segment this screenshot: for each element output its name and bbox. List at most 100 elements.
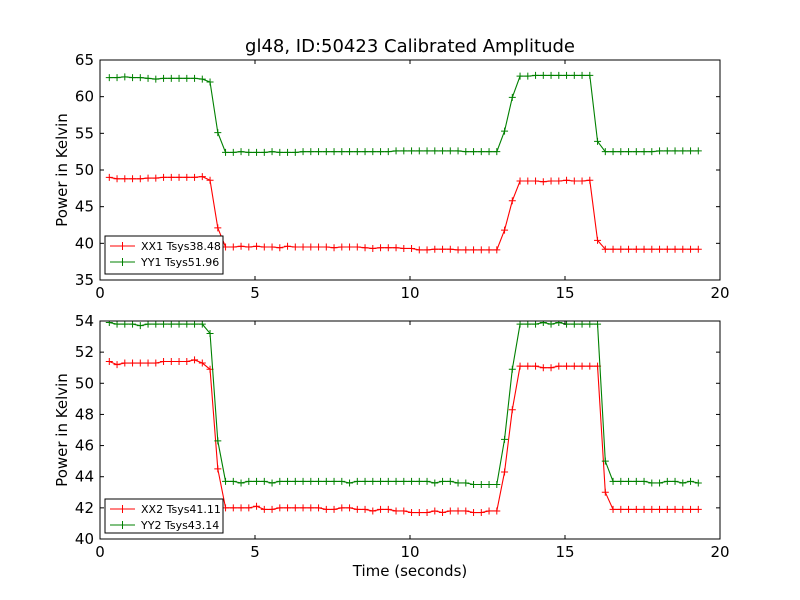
data-point [384, 244, 392, 252]
data-point [144, 174, 152, 182]
data-point [121, 321, 129, 328]
data-point [648, 479, 656, 487]
data-point [477, 246, 485, 254]
data-point [477, 509, 485, 517]
data-point [454, 147, 462, 155]
data-point [485, 481, 493, 488]
data-point [663, 477, 671, 485]
data-point [415, 246, 423, 254]
data-point [276, 504, 284, 512]
data-point [291, 243, 299, 251]
data-point [586, 71, 594, 79]
data-point [594, 236, 602, 244]
legend-box [104, 235, 224, 275]
x-axis-label: Time (seconds) [352, 562, 468, 580]
data-point [175, 74, 183, 82]
data-point [570, 362, 578, 370]
data-point [415, 477, 423, 485]
legend-entry: XX2 Tsys41.11 [141, 503, 221, 516]
data-point [601, 457, 609, 465]
data-point [392, 477, 400, 485]
data-point [315, 243, 323, 251]
data-point [129, 359, 137, 367]
data-point [291, 504, 299, 512]
data-point [322, 148, 330, 156]
data-point [260, 505, 268, 513]
data-point [291, 477, 299, 485]
data-point [121, 175, 129, 183]
data-point [105, 357, 113, 365]
y-tick-label: 46 [75, 437, 94, 455]
data-point [191, 321, 199, 328]
data-point [222, 148, 230, 156]
data-point [687, 505, 695, 513]
x-tick-label: 15 [555, 284, 574, 302]
data-point [609, 477, 617, 485]
data-point [663, 245, 671, 253]
y-axis-label: Power in Kelvin [53, 113, 71, 227]
data-point [400, 244, 408, 252]
data-point [121, 359, 129, 367]
data-point [167, 321, 175, 328]
data-point [361, 477, 369, 485]
data-point [330, 477, 338, 485]
data-point [206, 78, 214, 86]
data-point [144, 74, 152, 82]
data-point [656, 479, 664, 487]
data-point [136, 74, 144, 82]
data-point [454, 507, 462, 515]
data-point [144, 321, 152, 328]
data-point [578, 177, 586, 185]
data-point [477, 148, 485, 156]
data-point [532, 321, 540, 328]
legend-marker [118, 521, 127, 529]
data-point [439, 509, 447, 517]
data-point [361, 505, 369, 513]
y-tick-label: 35 [75, 271, 94, 289]
data-point [516, 72, 524, 80]
data-point [462, 507, 470, 515]
data-point [191, 173, 199, 181]
data-point [524, 321, 532, 328]
legend-marker [118, 258, 127, 266]
data-point [330, 505, 338, 513]
data-point [183, 357, 191, 365]
data-point [260, 243, 268, 251]
data-point [129, 321, 137, 328]
data-point [245, 477, 253, 485]
data-point [601, 488, 609, 496]
data-point [229, 243, 237, 251]
data-point [377, 148, 385, 156]
data-point [113, 74, 121, 82]
data-point [493, 481, 501, 488]
data-point [601, 148, 609, 156]
data-point [694, 479, 702, 487]
data-point [625, 245, 633, 253]
data-point [446, 477, 454, 485]
data-point [470, 246, 478, 254]
data-point [237, 479, 245, 487]
bottom-subplot: 0 5 10 15 20 40 42 44 46 48 50 52 54 Power in Kelvin T… [53, 312, 730, 580]
data-point [423, 246, 431, 254]
y-tick-label: 60 [75, 88, 94, 106]
data-point [586, 362, 594, 370]
data-point [446, 507, 454, 515]
data-point [315, 477, 323, 485]
data-point [477, 481, 485, 488]
series-1 [105, 356, 702, 517]
data-point [353, 148, 361, 156]
data-point [501, 226, 509, 234]
y-tick-label: 65 [75, 51, 94, 69]
legend-marker [118, 242, 127, 250]
data-point [640, 245, 648, 253]
data-point [322, 505, 330, 513]
data-point [191, 74, 199, 82]
data-point [547, 71, 555, 79]
data-point [640, 148, 648, 156]
data-point [470, 148, 478, 156]
data-point [167, 173, 175, 181]
data-point [671, 505, 679, 513]
data-point [206, 329, 214, 337]
data-point [284, 242, 292, 250]
data-point [175, 173, 183, 181]
